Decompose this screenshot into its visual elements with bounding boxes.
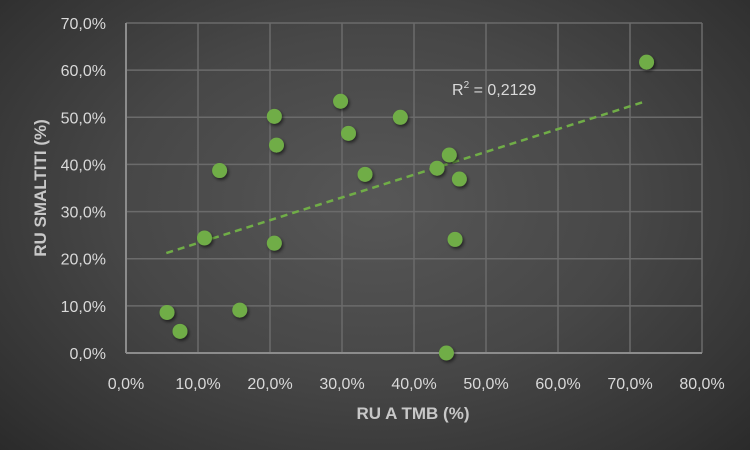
data-point — [429, 160, 445, 176]
x-tick-label: 30,0% — [319, 376, 364, 393]
data-point — [268, 137, 284, 153]
data-point — [447, 231, 463, 247]
y-tick-label: 0,0% — [70, 346, 106, 363]
r2-prefix: R — [452, 82, 464, 99]
y-tick-label: 50,0% — [61, 110, 106, 127]
x-axis-title: RU A TMB (%) — [357, 404, 470, 423]
data-point — [639, 54, 655, 70]
r-squared-label: R2 = 0,2129 — [452, 80, 536, 99]
y-tick-label: 30,0% — [61, 205, 106, 222]
y-tick-label: 70,0% — [61, 16, 106, 33]
y-tick-label: 60,0% — [61, 63, 106, 80]
data-point — [159, 304, 175, 320]
axes — [125, 23, 702, 354]
data-point — [196, 230, 212, 246]
y-tick-label: 40,0% — [61, 157, 106, 174]
data-points — [159, 54, 655, 361]
data-point — [212, 163, 228, 179]
data-point — [172, 323, 188, 339]
x-tick-label: 60,0% — [535, 376, 580, 393]
linear-trendline — [165, 101, 644, 255]
r2-superscript: 2 — [464, 80, 470, 91]
data-point — [266, 235, 282, 251]
y-tick-label: 10,0% — [61, 299, 106, 316]
y-tick-label: 20,0% — [61, 252, 106, 269]
x-tick-label: 80,0% — [679, 376, 724, 393]
y-axis-title: RU SMALTITI (%) — [31, 119, 50, 257]
data-point — [357, 166, 373, 182]
x-tick-label: 50,0% — [463, 376, 508, 393]
x-tick-label: 0,0% — [108, 376, 144, 393]
y-axis-tick-labels: 0,0% 10,0% 20,0% 30,0% 40,0% 50,0% 60,0% 70,0% — [61, 16, 106, 363]
data-point — [333, 93, 349, 109]
data-point — [340, 125, 356, 141]
x-tick-label: 20,0% — [247, 376, 292, 393]
x-tick-label: 40,0% — [391, 376, 436, 393]
data-point — [438, 345, 454, 361]
x-axis-tick-labels: 0,0% 10,0% 20,0% 30,0% 40,0% 50,0% 60,0% 70,0% 8… — [108, 376, 725, 393]
r2-value: = 0,2129 — [469, 82, 536, 99]
data-point — [441, 147, 457, 163]
data-point — [451, 171, 467, 187]
data-point — [392, 109, 408, 125]
gridlines — [125, 22, 703, 354]
data-point — [232, 302, 248, 318]
x-tick-label: 70,0% — [607, 376, 652, 393]
x-tick-label: 10,0% — [175, 376, 220, 393]
data-point — [266, 108, 282, 124]
trendline — [165, 101, 644, 255]
